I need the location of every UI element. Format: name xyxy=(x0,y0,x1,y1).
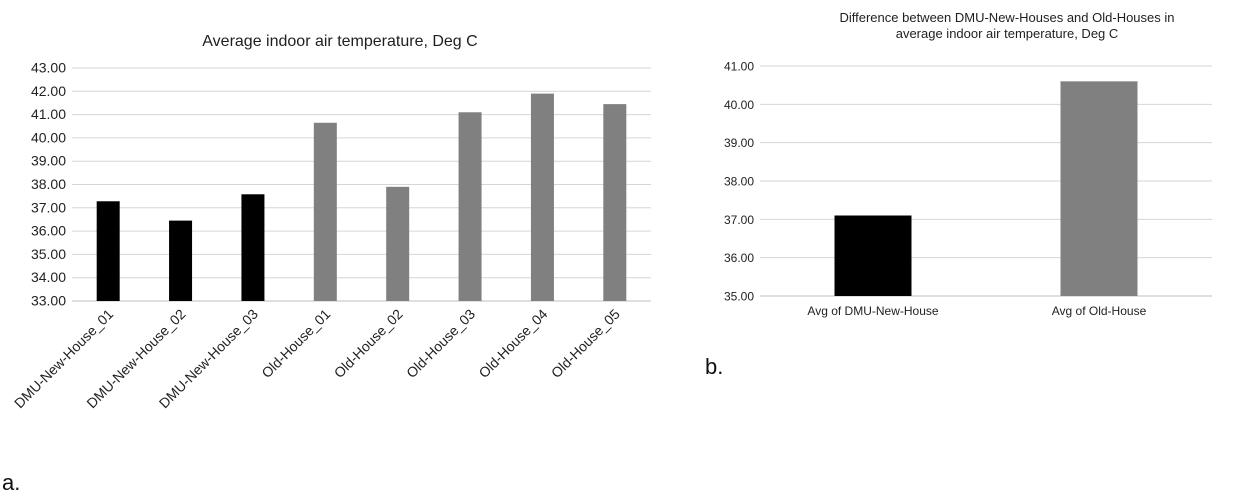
a-y-tick-label: 36.00 xyxy=(31,223,66,239)
chart-a-x-axis: DMU-New-House_01DMU-New-House_02DMU-New-… xyxy=(11,306,623,412)
a-bar xyxy=(241,194,265,301)
chart-a: Average indoor air temperature, Deg C 33… xyxy=(11,33,651,411)
b-x-tick-label: Avg of Old-House xyxy=(1052,304,1147,318)
a-bar xyxy=(603,104,627,302)
chart-b-bars xyxy=(834,81,1138,296)
a-y-tick-label: 38.00 xyxy=(31,176,66,192)
panel-label-a: a. xyxy=(2,470,20,495)
chart-a-bars xyxy=(96,93,627,302)
a-y-tick-label: 41.00 xyxy=(31,106,66,122)
b-y-tick-label: 40.00 xyxy=(724,98,754,112)
a-bar xyxy=(530,93,554,301)
b-y-tick-label: 38.00 xyxy=(724,175,754,189)
chart-a-gridlines xyxy=(72,67,651,302)
a-y-tick-label: 43.00 xyxy=(31,60,66,76)
b-y-tick-label: 37.00 xyxy=(724,213,754,227)
b-bar xyxy=(1060,81,1138,296)
a-x-tick-label: Old-House_04 xyxy=(475,306,550,381)
a-bar xyxy=(458,112,482,302)
chart-b: Difference between DMU-New-Houses and Ol… xyxy=(724,10,1212,318)
a-y-tick-label: 42.00 xyxy=(31,83,66,99)
b-y-tick-label: 41.00 xyxy=(724,60,754,74)
a-y-tick-label: 37.00 xyxy=(31,199,66,215)
b-y-tick-label: 39.00 xyxy=(724,136,754,150)
b-x-tick-label: Avg of DMU-New-House xyxy=(807,304,938,318)
a-y-tick-label: 35.00 xyxy=(31,246,66,262)
a-bar xyxy=(169,220,193,301)
a-bar xyxy=(96,201,120,301)
chart-b-title-line-1: Difference between DMU-New-Houses and Ol… xyxy=(839,10,1174,25)
chart-a-y-axis: 33.00 34.00 35.00 36.00 37.00 38.00 39.00 40.00… xyxy=(31,60,66,309)
chart-b-y-axis: 35.00 36.00 37.00 38.00 39.00 40.00 41.00 xyxy=(724,60,754,304)
a-y-tick-label: 39.00 xyxy=(31,153,66,169)
a-bar xyxy=(386,186,410,301)
a-x-tick-label: Old-House_03 xyxy=(403,306,478,381)
a-x-tick-label: Old-House_05 xyxy=(548,306,623,381)
a-y-tick-label: 40.00 xyxy=(31,129,66,145)
a-x-tick-label: Old-House_01 xyxy=(258,306,333,381)
chart-b-title-line-2: average indoor air temperature, Deg C xyxy=(896,26,1119,41)
chart-b-gridlines xyxy=(760,65,1212,297)
b-bar xyxy=(834,215,912,296)
panel-label-b: b. xyxy=(705,354,723,379)
chart-b-x-axis: Avg of DMU-New-House Avg of Old-House xyxy=(807,304,1146,318)
a-y-tick-label: 34.00 xyxy=(31,269,66,285)
chart-a-title: Average indoor air temperature, Deg C xyxy=(202,33,477,50)
b-y-tick-label: 36.00 xyxy=(724,251,754,265)
a-bar xyxy=(313,122,337,301)
a-y-tick-label: 33.00 xyxy=(31,293,66,309)
a-x-tick-label: Old-House_02 xyxy=(331,306,406,381)
b-y-tick-label: 35.00 xyxy=(724,290,754,304)
